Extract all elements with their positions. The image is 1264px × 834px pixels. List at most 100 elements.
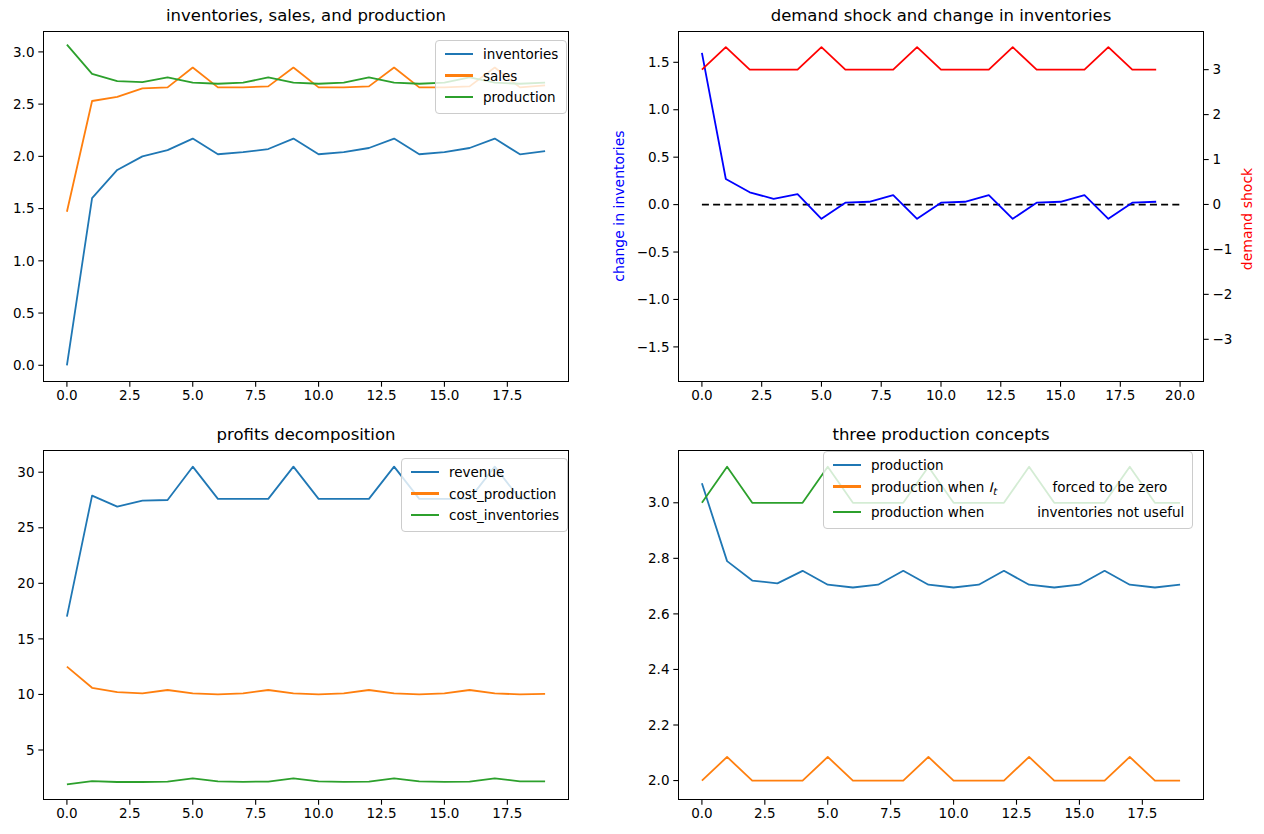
x-tick-label: 2.5 xyxy=(119,387,140,403)
x-tick-label: 2.5 xyxy=(119,805,140,821)
chart-title-inventories-sales-production: inventories, sales, and production xyxy=(43,7,569,25)
axes-inventories-sales-production: 0.02.55.07.510.012.515.017.50.00.51.01.5… xyxy=(43,31,569,382)
right-y-tick-label: 1 xyxy=(1213,151,1222,167)
y-tick-label: 0.5 xyxy=(648,149,669,165)
right-y-tick-label: −3 xyxy=(1213,331,1233,347)
right-y-tick-label: −2 xyxy=(1213,286,1233,302)
y-tick-label: 2.8 xyxy=(648,550,669,566)
x-tick-label: 0.0 xyxy=(691,387,712,403)
series-line-cost-production xyxy=(67,667,545,695)
legend-line-swatch xyxy=(445,74,473,77)
legend-label: cost_inventories xyxy=(449,507,559,523)
y-tick-label: 2.5 xyxy=(13,96,34,112)
legend-entry: production when inventories not useful xyxy=(833,502,1184,524)
legend-label: production when xyxy=(871,479,989,495)
x-tick-label: 17.5 xyxy=(492,805,522,821)
y-tick-label: 25 xyxy=(17,519,34,535)
x-tick-label: 15.0 xyxy=(1064,805,1094,821)
y-tick-label: 3.0 xyxy=(13,44,34,60)
legend-line-swatch xyxy=(833,511,861,514)
x-tick-label: 10.0 xyxy=(926,387,956,403)
legend: production production when Itforced to be… xyxy=(823,451,1193,529)
legend-entry: sales xyxy=(445,66,558,88)
x-tick-label: 17.5 xyxy=(1127,805,1157,821)
x-tick-label: 5.0 xyxy=(817,805,838,821)
x-tick-label: 12.5 xyxy=(366,805,396,821)
y-tick-label: 2.4 xyxy=(648,661,669,677)
x-tick-label: 17.5 xyxy=(1105,387,1135,403)
legend-entry: production when Itforced to be zero xyxy=(833,477,1184,503)
chart-title-profits-decomposition: profits decomposition xyxy=(43,426,569,444)
x-tick-label: 15.0 xyxy=(429,805,459,821)
x-tick-label: 7.5 xyxy=(245,805,266,821)
legend-entry: production xyxy=(445,87,558,109)
legend-label: production when xyxy=(871,504,984,520)
x-tick-label: 15.0 xyxy=(1046,387,1076,403)
series-line-change-in-inventories xyxy=(702,53,1156,219)
axes-profits-decomposition: 0.02.55.07.510.012.515.017.551015202530r… xyxy=(43,450,569,800)
y-tick-label: 30 xyxy=(17,464,34,480)
x-tick-label: 20.0 xyxy=(1165,387,1195,403)
x-tick-label: 2.5 xyxy=(751,387,772,403)
y-tick-label: 20 xyxy=(17,575,34,591)
plot-area: 0.02.55.07.510.012.515.017.520.0−1.5−1.0… xyxy=(678,31,1204,382)
legend-label: inventories xyxy=(483,46,558,62)
x-tick-label: 5.0 xyxy=(182,387,203,403)
legend-label: production xyxy=(483,89,556,105)
x-tick-label: 0.0 xyxy=(691,805,712,821)
y-tick-label: −0.5 xyxy=(637,244,670,260)
legend-label: revenue xyxy=(449,464,504,480)
x-tick-label: 12.5 xyxy=(986,387,1016,403)
x-tick-label: 7.5 xyxy=(880,805,901,821)
chart-title-three-production-concepts: three production concepts xyxy=(678,426,1204,444)
right-y-tick-label: 0 xyxy=(1213,196,1222,212)
x-tick-label: 15.0 xyxy=(429,387,459,403)
x-tick-label: 10.0 xyxy=(304,805,334,821)
legend-line-swatch xyxy=(411,492,439,495)
legend-entry: cost_production xyxy=(411,484,559,506)
y-tick-label: 2.0 xyxy=(13,148,34,164)
x-tick-label: 0.0 xyxy=(56,805,77,821)
y-tick-label: 1.0 xyxy=(648,101,669,117)
y-tick-label: 0.0 xyxy=(648,196,669,212)
legend-entry: inventories xyxy=(445,44,558,66)
y-tick-label: 5 xyxy=(26,742,35,758)
legend-line-swatch xyxy=(833,464,861,467)
x-tick-label: 12.5 xyxy=(366,387,396,403)
y-axis-label-demand-shock: demand shock xyxy=(1239,168,1255,270)
legend-line-swatch xyxy=(445,53,473,56)
y-tick-label: 0.0 xyxy=(13,357,34,373)
x-tick-label: 10.0 xyxy=(939,805,969,821)
axes-spines xyxy=(679,32,1204,382)
series-line-demand-shock xyxy=(702,47,1156,69)
y-axis-label-change-in-inventories: change in inventories xyxy=(611,130,627,281)
series-line-production-when-it-forced-to-be-zero xyxy=(702,757,1180,781)
legend-label: cost_production xyxy=(449,486,556,502)
y-tick-label: 15 xyxy=(17,631,34,647)
y-tick-label: 2.0 xyxy=(648,772,669,788)
y-tick-label: 1.5 xyxy=(648,54,669,70)
legend-label: inventories not useful xyxy=(1037,504,1184,520)
axes-three-production-concepts: 0.02.55.07.510.012.515.017.52.02.22.42.6… xyxy=(678,450,1204,800)
y-tick-label: −1.0 xyxy=(637,291,670,307)
legend-entry: revenue xyxy=(411,462,559,484)
legend: revenue cost_production cost_inventories xyxy=(401,458,568,532)
legend-line-swatch xyxy=(411,471,439,474)
y-tick-label: −1.5 xyxy=(637,339,670,355)
legend-label: t xyxy=(993,486,997,497)
legend-label: production xyxy=(871,457,944,473)
x-tick-label: 5.0 xyxy=(182,805,203,821)
series-line-inventories xyxy=(67,139,545,366)
series-line-cost-inventories xyxy=(67,778,545,784)
legend-label: sales xyxy=(483,68,517,84)
legend-line-swatch xyxy=(411,514,439,517)
y-tick-label: 2.6 xyxy=(648,606,669,622)
right-y-tick-label: 3 xyxy=(1213,61,1222,77)
y-tick-label: 2.2 xyxy=(648,717,669,733)
x-tick-label: 10.0 xyxy=(304,387,334,403)
y-tick-label: 1.0 xyxy=(13,253,34,269)
y-tick-label: 10 xyxy=(17,686,34,702)
y-tick-label: 0.5 xyxy=(13,305,34,321)
legend: inventories sales production xyxy=(435,40,567,114)
x-tick-label: 17.5 xyxy=(492,387,522,403)
